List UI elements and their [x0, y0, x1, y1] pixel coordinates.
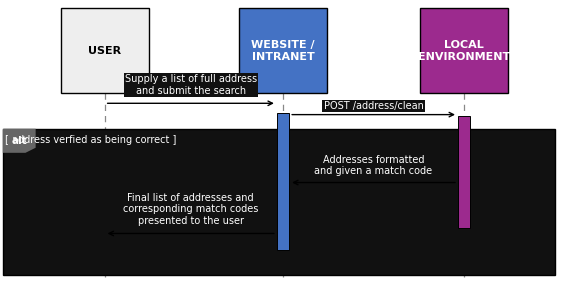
Bar: [458, 116, 470, 228]
Text: WEBSITE /
INTRANET: WEBSITE / INTRANET: [251, 40, 315, 62]
Text: POST /address/clean: POST /address/clean: [324, 101, 423, 111]
Text: Supply a list of full address
and submit the search: Supply a list of full address and submit…: [125, 74, 257, 96]
Bar: [61, 8, 148, 93]
Bar: [3, 129, 555, 275]
PathPatch shape: [3, 129, 36, 153]
Bar: [277, 113, 289, 250]
Text: LOCAL
ENVIRONMENT: LOCAL ENVIRONMENT: [418, 40, 510, 62]
Text: alt: alt: [11, 136, 27, 146]
Text: Final list of addresses and
corresponding match codes
presented to the user: Final list of addresses and correspondin…: [123, 193, 259, 226]
Bar: [420, 8, 508, 93]
Bar: [239, 8, 327, 93]
Text: Addresses formatted
and given a match code: Addresses formatted and given a match co…: [315, 155, 432, 176]
Text: [ address verfied as being correct ]: [ address verfied as being correct ]: [5, 135, 177, 145]
Text: USER: USER: [88, 46, 121, 56]
